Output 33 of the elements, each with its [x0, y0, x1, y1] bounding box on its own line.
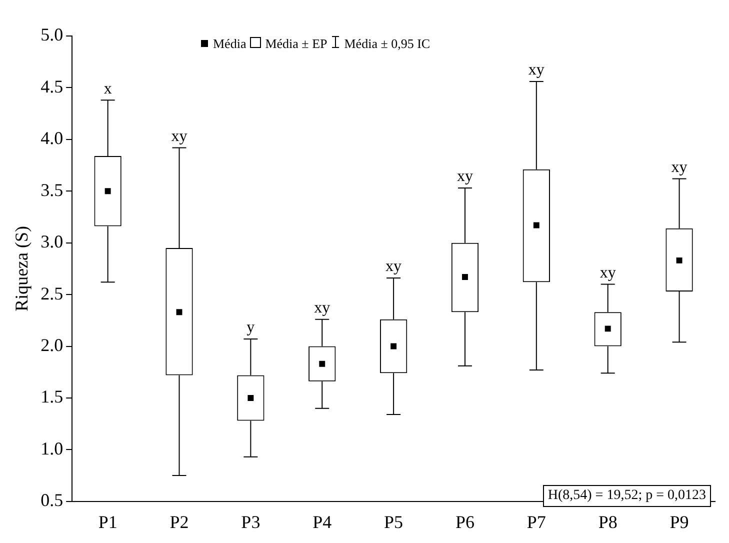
- annotation: y: [246, 319, 255, 336]
- x-tick-label: P1: [98, 512, 118, 532]
- y-tick-label: 3.5: [40, 180, 64, 200]
- y-tick-label: 0.5: [40, 490, 64, 510]
- y-tick-label: 4.0: [40, 128, 64, 148]
- x-tick-label: P2: [170, 512, 189, 532]
- y-tick-label: 2.0: [40, 335, 64, 355]
- annotation: xy: [386, 258, 402, 276]
- y-tick-label: 4.5: [40, 76, 64, 96]
- annotation: xy: [314, 300, 330, 317]
- annotation: xy: [600, 264, 616, 282]
- x-tick-label: P4: [312, 512, 332, 532]
- y-tick-label: 3.0: [40, 232, 64, 252]
- y-axis-title: Riqueza (S): [12, 226, 32, 312]
- x-tick-label: P6: [455, 512, 474, 532]
- annotation: xy: [171, 128, 188, 145]
- annotation: xy: [528, 62, 544, 79]
- annotation: Média ± EP: [265, 36, 328, 52]
- annotation: xy: [671, 158, 688, 176]
- y-tick-label: 1.0: [40, 438, 64, 458]
- x-tick-label: P5: [384, 512, 404, 532]
- x-tick-label: P3: [241, 512, 260, 532]
- annotation: H(8,54) = 19,52; p = 0,0123: [542, 485, 711, 507]
- y-tick-label: 5.0: [40, 24, 64, 45]
- annotation: xy: [456, 168, 473, 186]
- annotation: Média ± 0,95 IC: [344, 36, 430, 52]
- annotation: Média: [213, 36, 246, 52]
- annotation: x: [104, 80, 112, 98]
- x-tick-label: P7: [526, 512, 546, 532]
- x-tick-label: P8: [598, 512, 618, 532]
- y-tick-label: 1.5: [40, 386, 64, 407]
- x-tick-label: P9: [670, 512, 689, 532]
- y-tick-label: 2.5: [40, 283, 64, 304]
